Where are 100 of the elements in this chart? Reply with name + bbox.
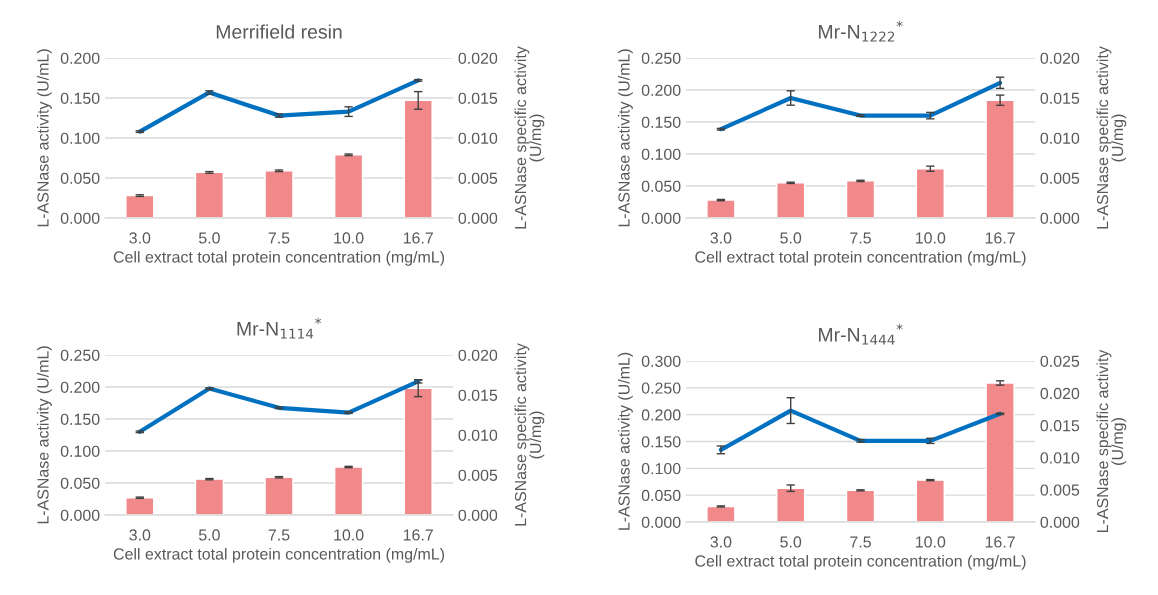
y-tick-label: 0.100 xyxy=(60,132,100,144)
chart-title: Mr-N$_{1114}$$^{*}$ xyxy=(237,317,322,339)
x-axis-title: Cell extract total protein concentration (mg/mL) xyxy=(113,547,445,563)
bar xyxy=(915,168,945,218)
y-tick-label: 0.000 xyxy=(60,509,100,521)
bar xyxy=(125,194,155,218)
bar xyxy=(125,497,155,515)
x-tick-label: 16.7 xyxy=(985,536,1015,548)
y2-tick-label: 0.010 xyxy=(1040,452,1080,464)
y2-tick-label: 0.005 xyxy=(1040,484,1080,496)
y2-tick-label: 0.005 xyxy=(1040,172,1080,184)
chart-title: Mr-N$_{1222}$$^{*}$ xyxy=(819,20,903,42)
y2-axis-title: L-ASNase specific activity (U/mg) xyxy=(1096,46,1127,229)
bar xyxy=(845,180,876,218)
y-tick-label: 0.250 xyxy=(60,349,100,361)
bar xyxy=(776,182,806,218)
chart-title: Merrifield resin xyxy=(216,24,342,39)
x-tick-label: 5.0 xyxy=(780,536,802,548)
y-tick-label: 0.200 xyxy=(641,84,681,96)
y2-tick-label: 0.015 xyxy=(1040,420,1080,432)
x-tick-label: 3.0 xyxy=(710,536,732,548)
bar xyxy=(985,382,1015,522)
x-axis-title: Cell extract total protein concentration (mg/mL) xyxy=(695,250,1026,266)
y2-axis-title: L-ASNase specific activity (U/mg) xyxy=(514,46,545,229)
x-tick-label: 5.0 xyxy=(780,232,802,244)
bar xyxy=(194,171,225,218)
bar xyxy=(333,466,364,515)
y-axis-title: L-ASNase activity (U/mL) xyxy=(617,49,633,227)
x-tick-label: 10.0 xyxy=(334,529,364,541)
y-tick-label: 0.200 xyxy=(641,409,681,421)
x-tick-label: 5.0 xyxy=(198,529,220,541)
y-tick-label: 0.100 xyxy=(641,148,681,160)
bar xyxy=(776,487,806,522)
line-series xyxy=(718,80,1003,132)
x-tick-label: 10.0 xyxy=(334,232,364,244)
bar xyxy=(194,478,225,515)
y-axis-title: L-ASNase activity (U/mL) xyxy=(36,346,52,524)
bar xyxy=(915,479,945,522)
y2-tick-label: 0.010 xyxy=(458,429,498,441)
x-tick-label: 3.0 xyxy=(710,232,732,244)
y-tick-label: 0.250 xyxy=(641,52,681,64)
y-tick-label: 0.200 xyxy=(60,381,100,393)
bar xyxy=(985,99,1015,218)
x-tick-label: 10.0 xyxy=(915,536,946,548)
y-tick-label: 0.300 xyxy=(641,355,681,367)
x-tick-label: 7.5 xyxy=(268,529,290,541)
y2-tick-label: 0.000 xyxy=(1040,516,1080,528)
y2-tick-label: 0.025 xyxy=(1040,355,1080,367)
bar xyxy=(264,170,294,218)
y2-tick-label: 0.000 xyxy=(1040,212,1080,224)
y2-tick-label: 0.015 xyxy=(458,389,498,401)
y-tick-label: 0.050 xyxy=(60,172,100,184)
y-tick-label: 0.150 xyxy=(60,413,100,425)
x-tick-label: 7.5 xyxy=(268,232,290,244)
y2-tick-label: 0.010 xyxy=(458,132,498,144)
y-axis-title: L-ASNase activity (U/mL) xyxy=(617,352,633,530)
bar xyxy=(706,505,736,522)
y-tick-label: 0.150 xyxy=(60,92,100,104)
y-tick-label: 0.100 xyxy=(60,445,100,457)
y2-tick-label: 0.015 xyxy=(1040,92,1080,104)
y-tick-label: 0.050 xyxy=(641,180,681,192)
bar xyxy=(845,489,876,522)
chart-title: Mr-N$_{1444}$$^{*}$ xyxy=(819,323,903,345)
y2-tick-label: 0.000 xyxy=(458,212,498,224)
x-tick-label: 16.7 xyxy=(403,232,433,244)
y-tick-label: 0.150 xyxy=(641,116,681,128)
y2-tick-label: 0.020 xyxy=(458,52,498,64)
y-tick-label: 0.050 xyxy=(641,489,681,502)
bar xyxy=(333,154,364,218)
y2-tick-label: 0.010 xyxy=(1040,132,1080,144)
y-tick-label: 0.000 xyxy=(641,212,681,224)
line-series xyxy=(137,379,421,434)
y-tick-label: 0.150 xyxy=(641,436,681,448)
y-tick-label: 0.100 xyxy=(641,462,681,475)
x-tick-label: 3.0 xyxy=(129,232,151,244)
x-axis-title: Cell extract total protein concentration (mg/mL) xyxy=(113,250,445,266)
x-tick-label: 3.0 xyxy=(129,529,151,541)
y2-tick-label: 0.020 xyxy=(1040,387,1080,400)
bar xyxy=(264,476,294,515)
y-tick-label: 0.250 xyxy=(641,382,681,394)
y-tick-label: 0.200 xyxy=(60,52,100,64)
x-tick-label: 16.7 xyxy=(403,529,433,541)
y2-tick-label: 0.005 xyxy=(458,469,498,481)
x-tick-label: 16.7 xyxy=(985,232,1015,244)
y2-tick-label: 0.020 xyxy=(1040,52,1080,64)
y2-axis-title: L-ASNase specific activity (U/mg) xyxy=(514,343,545,526)
y-tick-label: 0.000 xyxy=(60,212,100,224)
y2-tick-label: 0.020 xyxy=(458,349,498,361)
y-axis-title: L-ASNase activity (U/mL) xyxy=(36,49,52,227)
bar xyxy=(403,387,433,515)
x-tick-label: 7.5 xyxy=(850,536,871,548)
x-tick-label: 5.0 xyxy=(198,232,220,244)
y-tick-label: 0.050 xyxy=(60,477,100,489)
y-tick-label: 0.000 xyxy=(641,516,681,528)
bar xyxy=(403,99,433,218)
x-axis-title: Cell extract total protein concentration (mg/mL) xyxy=(695,554,1026,570)
y2-tick-label: 0.015 xyxy=(458,92,498,104)
line-series xyxy=(718,408,1003,452)
x-tick-label: 7.5 xyxy=(850,232,871,244)
line-series xyxy=(137,78,421,134)
